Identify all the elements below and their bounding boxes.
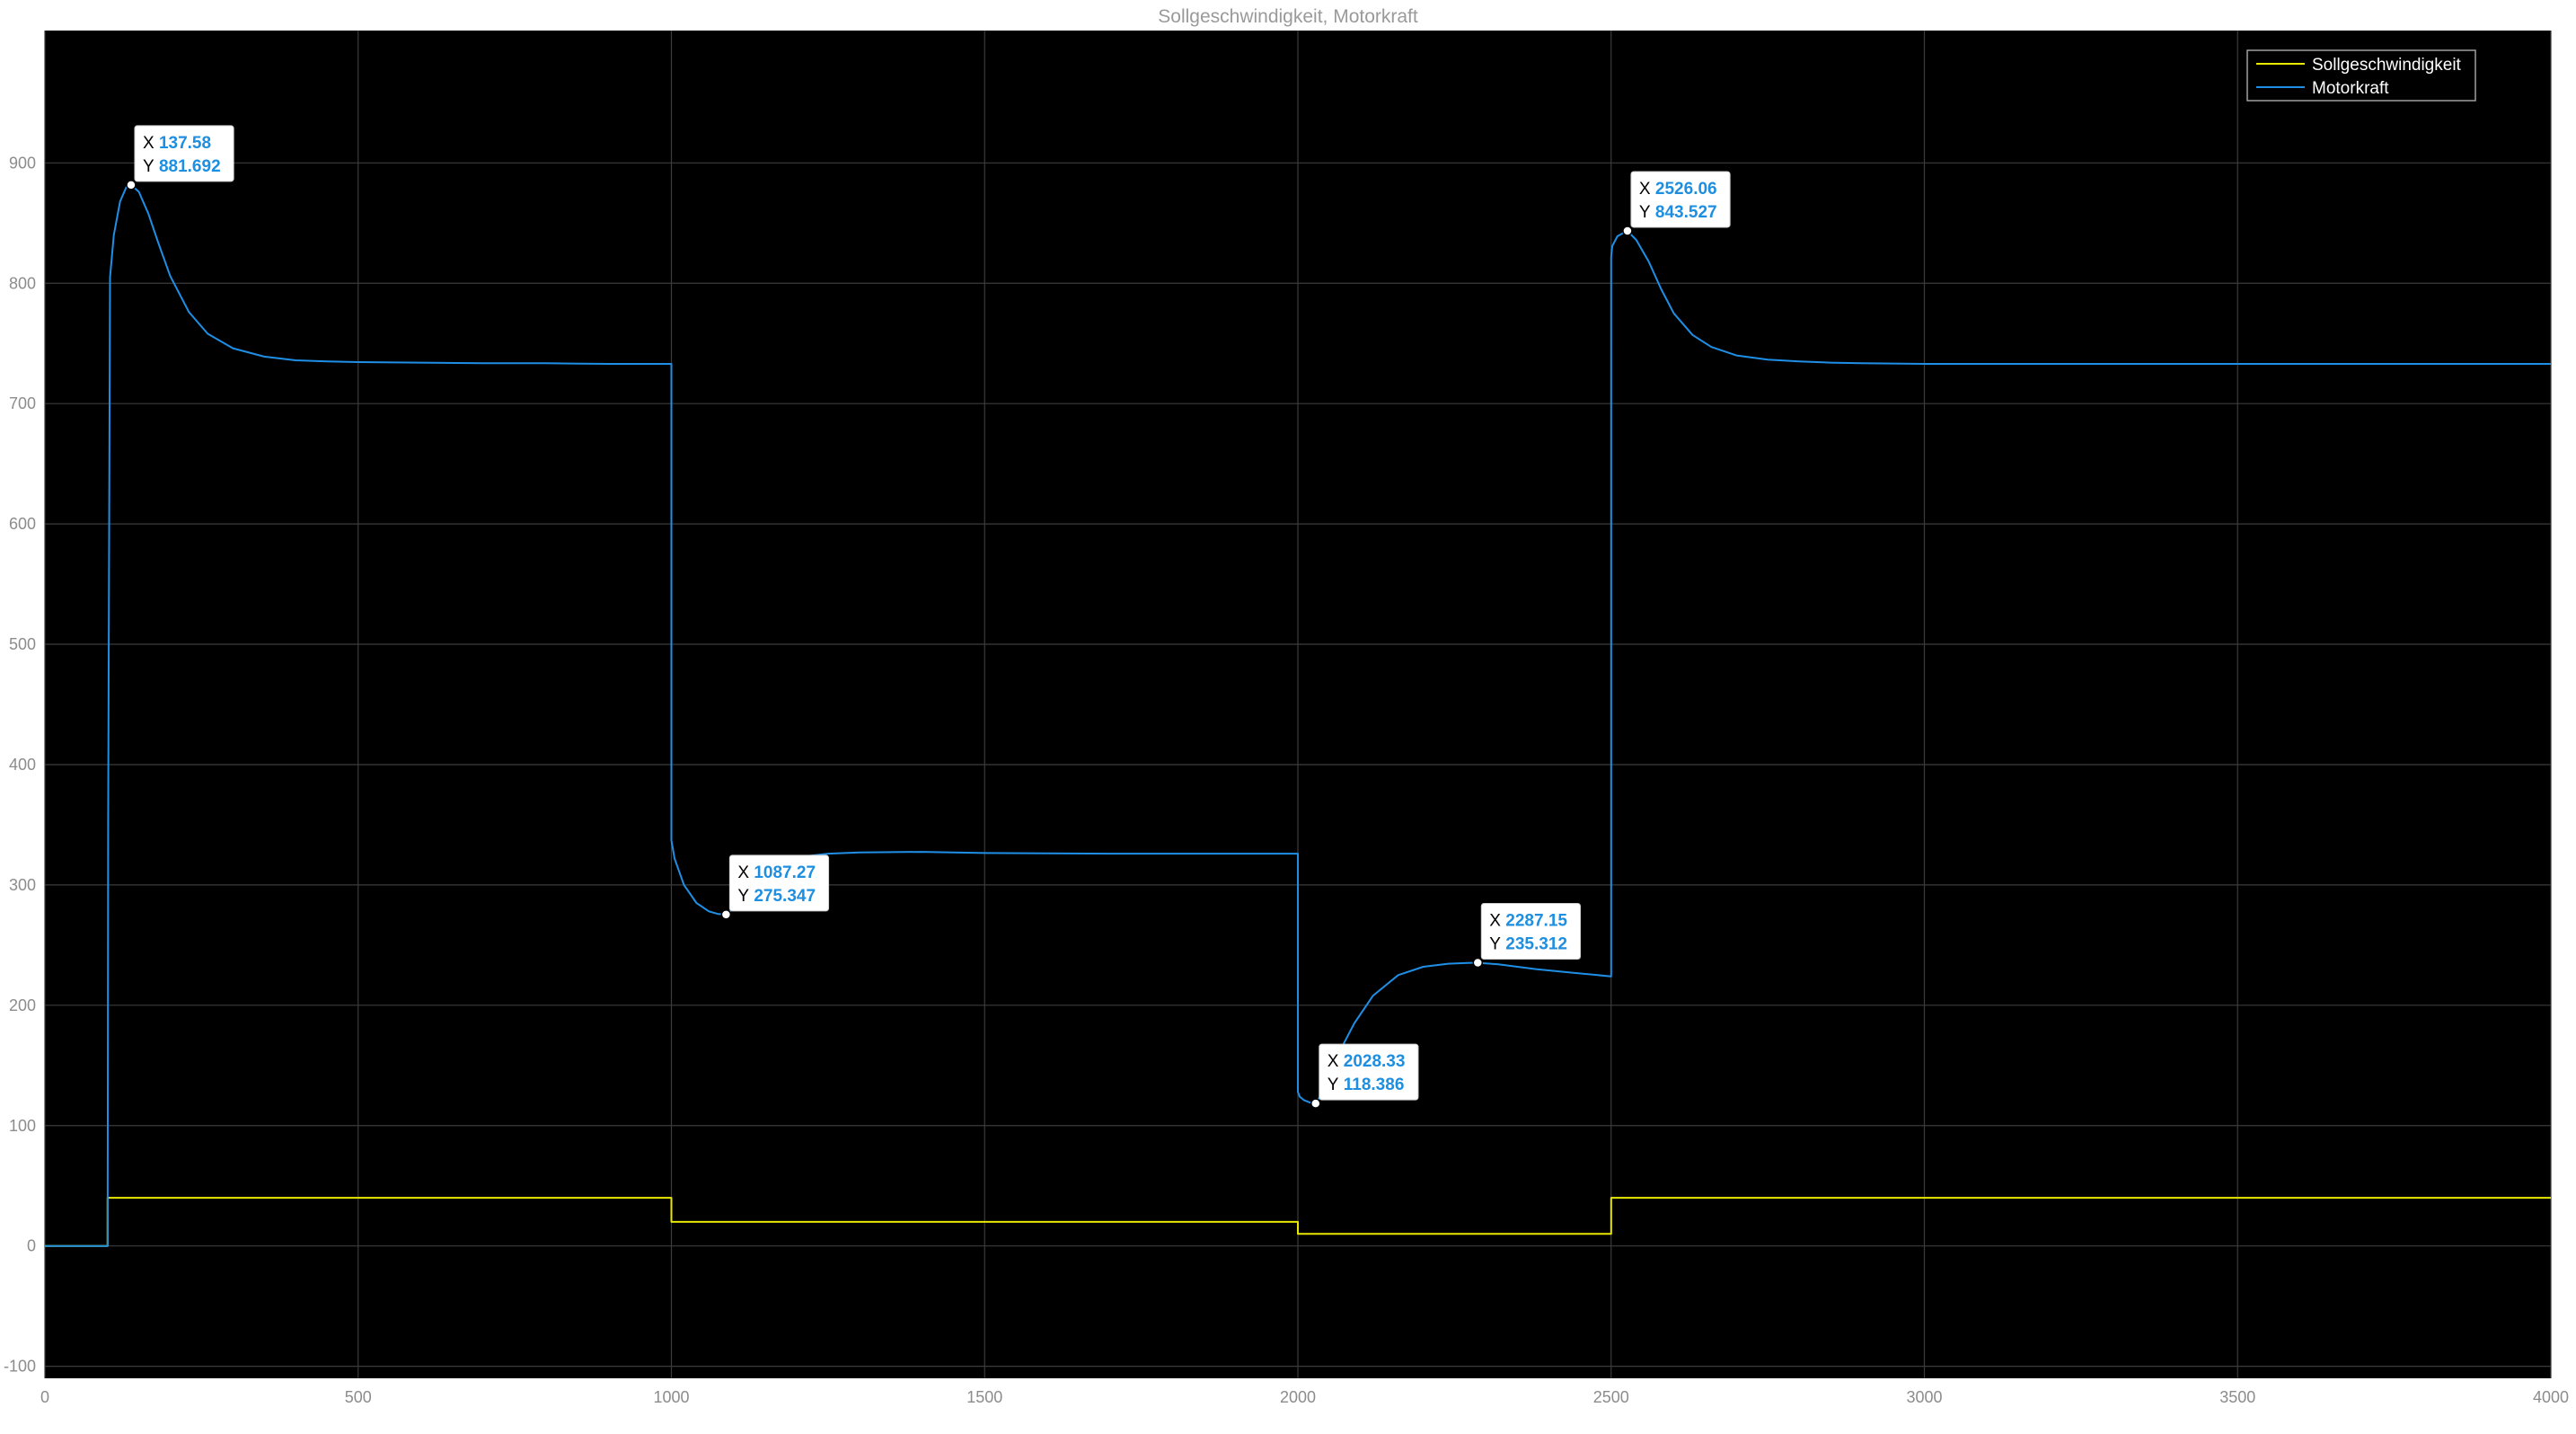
datatip-x-key: X xyxy=(737,863,749,882)
legend[interactable]: Sollgeschwindigkeit Motorkraft xyxy=(2246,49,2476,102)
legend-label-sollgeschwindigkeit: Sollgeschwindigkeit xyxy=(2312,56,2462,75)
datatip-y-value: 275.347 xyxy=(754,887,816,906)
series-line-motorkraft[interactable] xyxy=(45,183,2551,1247)
datatip-box xyxy=(1630,171,1731,228)
x-tick-label: 3500 xyxy=(2219,1388,2255,1406)
y-tick-label: 900 xyxy=(9,154,36,172)
x-tick-label: 1000 xyxy=(653,1388,689,1406)
datatip[interactable]: X 137.58 Y 881.692 xyxy=(126,125,234,190)
tick-labels: 0 500 1000 1500 2000 2500 3000 3500 4000-1000100… xyxy=(4,154,2569,1406)
y-tick-label: 300 xyxy=(9,876,36,894)
x-tick-label: 1500 xyxy=(966,1388,1002,1406)
datatip-y-key: Y xyxy=(737,887,749,906)
datatip-box xyxy=(134,125,234,182)
datatip-y-key: Y xyxy=(1639,203,1651,222)
y-tick-label: 500 xyxy=(9,635,36,653)
y-tick-label: 700 xyxy=(9,394,36,412)
grid-lines xyxy=(44,31,2552,1378)
datatip-x-value: 1087.27 xyxy=(754,863,816,882)
datatip-y-key: Y xyxy=(1489,935,1501,954)
datatip-x-key: X xyxy=(1639,180,1651,199)
y-tick-label: 600 xyxy=(9,515,36,533)
datatip-marker[interactable] xyxy=(1472,957,1484,969)
datatip-y-key: Y xyxy=(143,157,154,176)
datatip-y-key: Y xyxy=(1328,1076,1339,1094)
datatip-y-value: 881.692 xyxy=(159,157,221,176)
y-tick-label: 100 xyxy=(9,1117,36,1135)
datatip-x-key: X xyxy=(1328,1052,1339,1071)
x-tick-label: 0 xyxy=(40,1388,49,1406)
x-tick-label: 2000 xyxy=(1280,1388,1316,1406)
datatip-box xyxy=(1480,903,1581,960)
x-tick-label: 500 xyxy=(345,1388,372,1406)
datatip-x-key: X xyxy=(1489,912,1501,931)
legend-label-motorkraft: Motorkraft xyxy=(2312,79,2389,98)
datatip-box xyxy=(728,854,830,912)
y-tick-label: -100 xyxy=(4,1358,36,1376)
y-tick-label: 800 xyxy=(9,274,36,292)
datatip-marker[interactable] xyxy=(720,909,732,920)
datatip[interactable]: X 2028.33 Y 118.386 xyxy=(1310,1043,1419,1109)
datatip[interactable]: X 1087.27 Y 275.347 xyxy=(720,854,830,920)
datatip-y-value: 843.527 xyxy=(1655,203,1717,222)
datatip-marker[interactable] xyxy=(126,180,137,190)
x-tick-label: 4000 xyxy=(2533,1388,2569,1406)
datatip-box xyxy=(1319,1043,1419,1101)
y-tick-label: 400 xyxy=(9,756,36,774)
datatip[interactable]: X 2287.15Y 235.312 xyxy=(1472,903,1581,969)
y-tick-label: 200 xyxy=(9,996,36,1014)
datatip-y-value: 118.386 xyxy=(1344,1076,1405,1094)
y-tick-label: 0 xyxy=(27,1237,36,1255)
series-lines xyxy=(45,183,2551,1247)
datatip-x-value: 137.58 xyxy=(159,134,211,153)
datatip-marker[interactable] xyxy=(1622,226,1633,236)
datatip-marker[interactable] xyxy=(1310,1098,1321,1109)
x-tick-label: 2500 xyxy=(1593,1388,1629,1406)
datatip[interactable]: X 2526.06Y 843.527 xyxy=(1622,171,1731,236)
chart-title: Sollgeschwindigkeit, Motorkraft xyxy=(1158,6,1418,27)
legend-box xyxy=(2246,49,2476,102)
datatip-x-value: 2526.06 xyxy=(1655,180,1717,199)
datatip-y-value: 235.312 xyxy=(1505,935,1567,954)
datatip-x-value: 2028.33 xyxy=(1344,1052,1406,1071)
datatips: X 137.58 Y 881.692 X 1087.27 Y 275.347 X 2028.33 Y… xyxy=(126,125,1731,1109)
x-tick-label: 3000 xyxy=(1906,1388,1942,1406)
datatip-x-value: 2287.15 xyxy=(1505,912,1567,931)
datatip-x-key: X xyxy=(143,134,154,153)
